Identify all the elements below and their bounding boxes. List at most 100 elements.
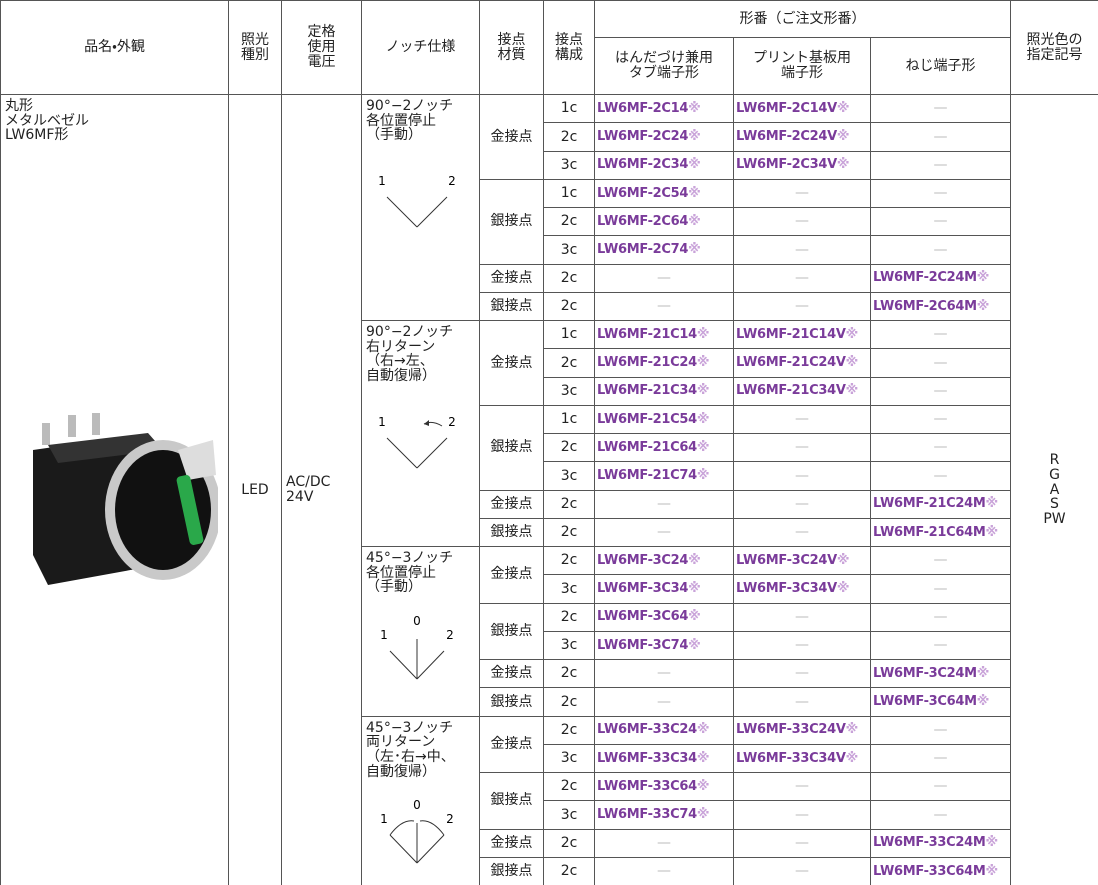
model-number: —	[733, 461, 871, 491]
contact-material: 金接点	[479, 828, 544, 858]
contact-config: 1c	[543, 93, 595, 124]
contact-config: 2c	[543, 206, 595, 237]
contact-material: 金接点	[479, 263, 544, 293]
header-cell: 照光色の 指定記号	[1010, 0, 1098, 95]
model-number: LW6MF-21C64M※	[870, 517, 1011, 548]
table-row: 金接点 2c — — LW6MF-2C24M※	[1, 263, 1098, 293]
diagram-label: 2	[448, 415, 456, 429]
model-number: LW6MF-3C34※	[594, 574, 734, 604]
diagram-label: 0	[413, 614, 421, 628]
model-number: LW6MF-21C14※	[594, 319, 734, 350]
model-number: LW6MF-3C74※	[594, 630, 734, 661]
model-number: —	[733, 602, 871, 632]
contact-config: 3c	[543, 630, 595, 661]
model-number: LW6MF-21C54※	[594, 404, 734, 435]
diagram-label: 2	[446, 812, 454, 826]
table-row: 金接点 2c — — LW6MF-21C24M※	[1, 489, 1098, 519]
contact-config: 2c	[543, 122, 595, 152]
header-cell: 接点 構成	[543, 0, 595, 95]
notch-spec: 45°−3ノッチ 両リターン （左･右→中、 自動復帰） 1 0 2	[361, 715, 480, 885]
table-row: 45°−3ノッチ 両リターン （左･右→中、 自動復帰） 1 0 2 金接点 2c LW6M…	[1, 715, 1098, 885]
table-row: 銀接点 2c LW6MF-33C64※ — —	[1, 771, 1098, 830]
model-number: LW6MF-33C24※	[594, 715, 734, 745]
model-number: LW6MF-33C64※	[594, 771, 734, 802]
header-cell: 品名・外観	[0, 0, 229, 95]
contact-material: 銀接点	[479, 602, 544, 660]
model-number: —	[870, 178, 1011, 209]
model-number: —	[733, 178, 871, 209]
header-cell: ねじ端子形	[870, 37, 1011, 95]
diagram-line	[386, 196, 418, 228]
arrow-head	[424, 419, 429, 426]
model-number: LW6MF-33C64M※	[870, 856, 1011, 885]
contact-config: 2c	[543, 687, 595, 717]
model-number: —	[733, 489, 871, 519]
table-row: 丸形 メタルベゼル LW6MF形 LED AC/DC 24V 90°−2ノッチ 各位置…	[0, 93, 1098, 885]
model-number: LW6MF-2C34※	[594, 150, 734, 180]
model-number: LW6MF-21C34V※	[733, 376, 871, 406]
model-number: LW6MF-33C34※	[594, 743, 734, 774]
model-number: LW6MF-21C24V※	[733, 348, 871, 378]
contact-config: 2c	[543, 432, 595, 463]
notch-spec: 90°−2ノッチ 各位置停止 （手動） 1 2	[361, 94, 480, 321]
diagram-line	[389, 650, 418, 680]
model-number: —	[733, 235, 871, 265]
model-number: —	[733, 687, 871, 717]
table-row: 金接点 2c — — LW6MF-3C24M※	[1, 658, 1098, 689]
contact-material: 金接点	[479, 715, 544, 773]
model-number: —	[594, 687, 734, 717]
model-number: LW6MF-33C34V※	[733, 743, 871, 774]
model-number: LW6MF-2C24V※	[733, 122, 871, 152]
model-number: —	[870, 574, 1011, 604]
contact-config: 2c	[543, 291, 595, 322]
table-row: 2c LW6MF-2C24※ LW6MF-2C24V※ —	[1, 122, 1098, 152]
model-number: —	[594, 828, 734, 858]
notch-diagram: 1 0 2	[380, 798, 454, 864]
header-cell: 接点 材質	[479, 0, 544, 95]
contact-material: 銀接点	[479, 687, 544, 717]
contact-config: 1c	[543, 319, 595, 350]
header-cell: 定格 使用 電圧	[281, 0, 362, 95]
table-row: 3c LW6MF-3C74※ — —	[1, 630, 1098, 661]
model-number: —	[870, 206, 1011, 237]
model-number: —	[594, 658, 734, 689]
model-number: —	[594, 856, 734, 885]
table-row: 45°−3ノッチ 各位置停止 （手動） 1 0 2 金接点 2c LW6MF-3C24※ LW…	[1, 545, 1098, 717]
model-number: LW6MF-2C54※	[594, 178, 734, 209]
model-number: —	[870, 771, 1011, 802]
contact-config: 2c	[543, 856, 595, 885]
table-row: 銀接点 1c LW6MF-21C54※ — —	[1, 404, 1098, 491]
diagram-line	[416, 196, 448, 228]
model-number: LW6MF-21C74※	[594, 461, 734, 491]
model-number: —	[733, 658, 871, 689]
model-number: —	[594, 263, 734, 293]
model-number: —	[870, 122, 1011, 152]
contact-config: 3c	[543, 376, 595, 406]
model-number: —	[870, 319, 1011, 350]
model-number: —	[870, 743, 1011, 774]
table-row: 2c LW6MF-2C64※ — —	[1, 206, 1098, 237]
header-cell: はんだづけ兼用 タブ端子形	[594, 37, 734, 95]
contact-config: 2c	[543, 489, 595, 519]
notch-diagram: 1 0 2	[380, 614, 454, 680]
notch-spec-text: 90°−2ノッチ 各位置停止 （手動）	[366, 98, 454, 144]
diagram-line	[416, 650, 445, 680]
contact-config: 2c	[543, 658, 595, 689]
model-number: —	[870, 404, 1011, 435]
model-number: —	[870, 348, 1011, 378]
notch-spec-text: 45°−3ノッチ 各位置停止 （手動）	[366, 550, 454, 596]
model-number: —	[870, 461, 1011, 491]
model-number: LW6MF-2C74※	[594, 235, 734, 265]
model-number: LW6MF-21C24M※	[870, 489, 1011, 519]
contact-material: 金接点	[479, 489, 544, 519]
contact-config: 2c	[543, 348, 595, 378]
contact-config: 3c	[543, 743, 595, 774]
model-number: LW6MF-21C64※	[594, 432, 734, 463]
contact-config: 2c	[543, 263, 595, 293]
model-number: —	[733, 828, 871, 858]
contact-material: 銀接点	[479, 517, 544, 548]
model-number: LW6MF-33C24V※	[733, 715, 871, 745]
